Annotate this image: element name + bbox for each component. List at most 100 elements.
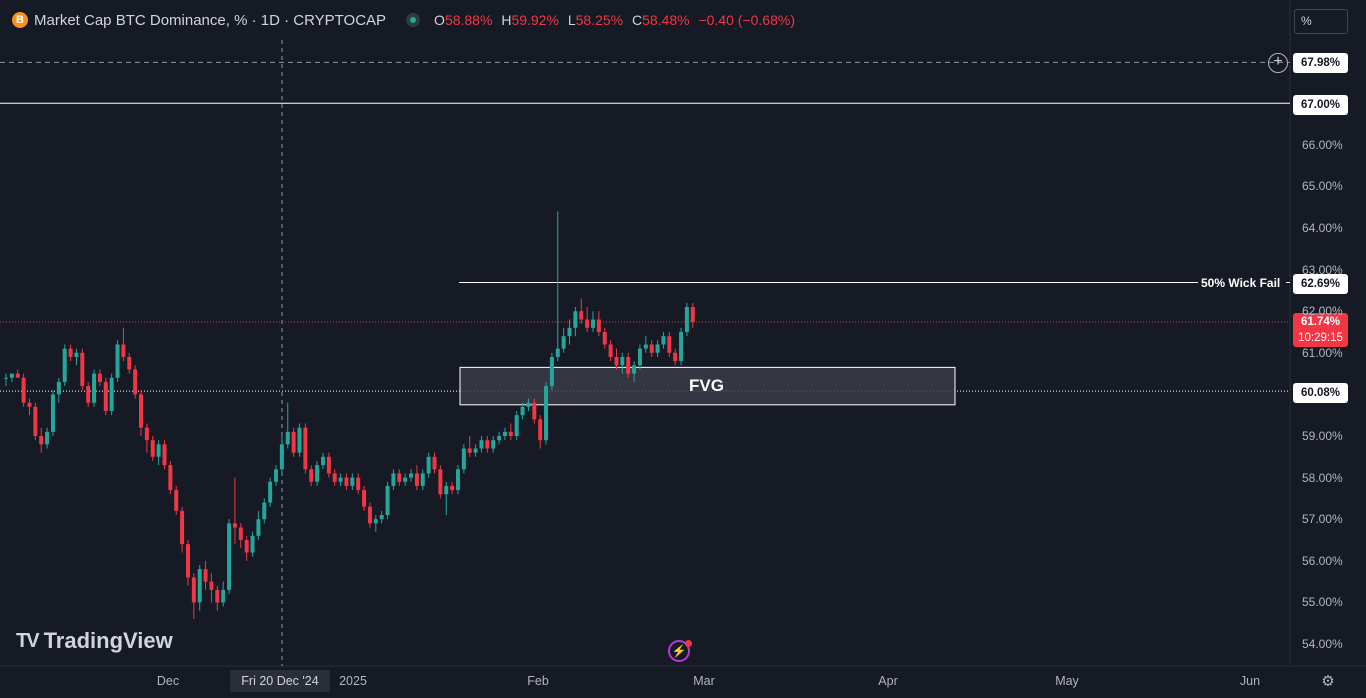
candle-body-65 [385, 485, 390, 516]
candle-body-7 [45, 431, 50, 445]
candle-body-74 [438, 469, 443, 495]
candle-body-56 [332, 473, 337, 482]
candle-body-80 [473, 448, 478, 453]
flash-icon[interactable]: ⚡ [668, 640, 690, 662]
candle-body-5 [33, 406, 38, 436]
market-status-icon[interactable] [406, 13, 421, 27]
candle-body-33 [197, 569, 202, 603]
candle-body-27 [162, 444, 167, 466]
candle-body-99 [585, 319, 590, 328]
candle-body-31 [185, 544, 190, 578]
ohlc-values: O58.88% H59.92% L58.25% C58.48% −0.40 (−… [434, 12, 795, 28]
candle-body-92 [544, 386, 549, 441]
candle-body-49 [291, 431, 296, 453]
tradingview-logo-text: TradingView [43, 628, 173, 653]
tradingview-logo[interactable]: TV TradingView [16, 628, 173, 654]
candle-body-64 [379, 515, 384, 520]
plus-circle-icon[interactable]: + [1268, 53, 1288, 73]
candle-body-78 [461, 448, 466, 470]
close-value: 58.48% [642, 12, 690, 28]
candle-body-103 [608, 344, 613, 357]
candle-body-101 [596, 319, 601, 332]
price-tick: 62.00% [1302, 304, 1343, 319]
price-tick: 54.00% [1302, 637, 1343, 651]
candle-body-96 [567, 327, 572, 337]
candle-body-10 [62, 348, 67, 382]
candle-body-84 [497, 436, 502, 441]
candle-body-87 [514, 415, 519, 436]
candle-body-70 [414, 473, 419, 486]
candle-body-110 [649, 344, 654, 353]
price-tick: 58.00% [1302, 470, 1343, 485]
candle-body-112 [661, 336, 666, 345]
candle-body-93 [549, 356, 554, 387]
candle-body-90 [532, 402, 537, 420]
price-tick: 64.00% [1302, 221, 1343, 235]
candle-body-66 [391, 473, 396, 486]
candle-body-12 [74, 352, 79, 357]
candle-body-55 [326, 456, 331, 474]
change-value: −0.40 (−0.68%) [698, 12, 795, 28]
candle-body-105 [620, 356, 625, 366]
candle-body-67 [397, 473, 402, 482]
last-price-value: 61.74% [1300, 316, 1340, 328]
candle-body-52 [309, 469, 314, 482]
candle-body-104 [614, 356, 619, 366]
candle-body-76 [450, 485, 455, 491]
candle-body-24 [144, 427, 149, 441]
candle-body-23 [139, 394, 144, 428]
candle-body-117 [690, 307, 695, 323]
high-value: 59.92% [511, 12, 559, 28]
candle-body-50 [297, 427, 302, 453]
time-tick-may: May [1055, 674, 1079, 688]
candle-body-15 [92, 373, 97, 403]
wick-fail-annotation[interactable]: 50% Wick Fail [1201, 276, 1281, 290]
candle-body-46 [274, 469, 279, 482]
candle-body-35 [209, 581, 214, 590]
price-tick: 63.00% [1302, 262, 1343, 277]
candle-body-62 [367, 506, 372, 524]
time-tick-2025: 2025 [339, 674, 367, 688]
candle-body-48 [285, 431, 290, 445]
high-key: H [501, 12, 512, 28]
candle-body-116 [684, 307, 689, 332]
candle-body-47 [279, 444, 284, 470]
candle-body-86 [508, 431, 513, 436]
candle-body-4 [27, 402, 32, 407]
candle-body-0 [4, 377, 8, 379]
candle-body-8 [50, 394, 55, 432]
candle-body-111 [655, 344, 660, 353]
symbol-title[interactable]: Market Cap BTC Dominance, % · 1D · CRYPT… [34, 11, 387, 29]
candle-body-59 [350, 477, 355, 486]
candle-body-41 [244, 540, 249, 553]
candle-body-44 [262, 502, 267, 520]
candle-body-83 [491, 440, 496, 449]
level-67-label: 67.00% [1293, 95, 1348, 115]
candle-body-34 [203, 569, 208, 582]
candle-body-43 [256, 519, 261, 536]
candle-body-20 [121, 344, 126, 357]
time-tick-feb: Feb [527, 674, 549, 688]
gear-icon[interactable]: ⚙ [1321, 673, 1335, 690]
price-tick: 55.00% [1302, 595, 1343, 610]
candle-body-39 [232, 523, 237, 528]
candle-body-26 [156, 444, 161, 457]
wick-level-label: 62.69% [1293, 274, 1348, 294]
candle-body-115 [679, 332, 684, 362]
scale-mode-input[interactable]: % [1294, 9, 1348, 34]
candle-body-95 [561, 336, 566, 349]
candle-body-19 [115, 344, 120, 378]
candle-body-28 [168, 465, 173, 491]
candle-body-1 [9, 373, 14, 378]
fvg-annotation[interactable]: FVG [689, 376, 724, 395]
candle-body-6 [39, 436, 44, 445]
price-tick: 66.00% [1302, 137, 1343, 152]
time-axis[interactable]: Dec 2025 Feb Mar Apr May Jun Fri 20 Dec … [0, 666, 1290, 696]
price-tick: 57.00% [1302, 512, 1343, 527]
candle-body-32 [191, 577, 196, 603]
low-value: 58.25% [575, 12, 624, 28]
candle-body-61 [362, 490, 367, 507]
candle-body-36 [215, 589, 220, 603]
time-tick-mar: Mar [693, 674, 715, 688]
